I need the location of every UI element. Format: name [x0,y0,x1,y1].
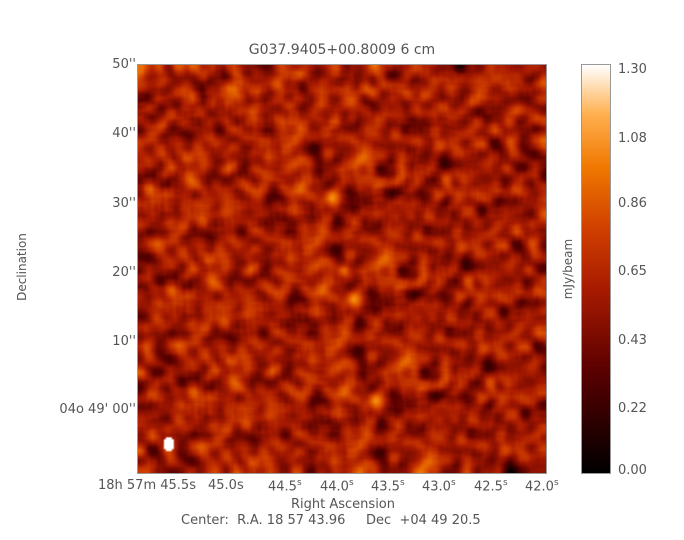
x-tick: 45.0s [208,478,244,493]
colorbar-label: mJy/beam [561,238,576,300]
x-tick: 43.0s [422,478,456,495]
center-coordinates: Center: R.A. 18 57 43.96 Dec +04 49 20.5 [181,513,481,528]
colorbar-tick: 0.65 [618,264,647,279]
colorbar-tick: 0.86 [618,196,647,211]
colorbar-tick: 0.43 [618,333,647,348]
colorbar-tick: 0.22 [618,401,647,416]
x-tick: 44.0s [320,478,354,495]
y-axis-label: Declination [14,233,29,301]
x-tick: 42.5s [474,478,508,495]
x-tick: 18h 57m 45.5s [98,478,196,493]
colorbar [581,64,611,474]
y-tick: 50'' [112,57,136,72]
y-tick: 04o 49' 00'' [59,402,136,417]
colorbar-tick: 0.00 [618,463,647,478]
x-axis-label: Right Ascension [291,497,395,512]
x-tick: 43.5s [371,478,405,495]
y-tick: 20'' [112,265,136,280]
x-tick: 42.0s [525,478,559,495]
colorbar-tick: 1.30 [618,62,647,77]
x-tick: 44.5s [268,478,302,495]
colorbar-tick: 1.08 [618,131,647,146]
y-tick: 10'' [112,334,136,349]
y-tick: 30'' [112,196,136,211]
chart-title: G037.9405+00.8009 6 cm [248,42,436,58]
radio-map [137,64,547,474]
y-tick: 40'' [112,126,136,141]
